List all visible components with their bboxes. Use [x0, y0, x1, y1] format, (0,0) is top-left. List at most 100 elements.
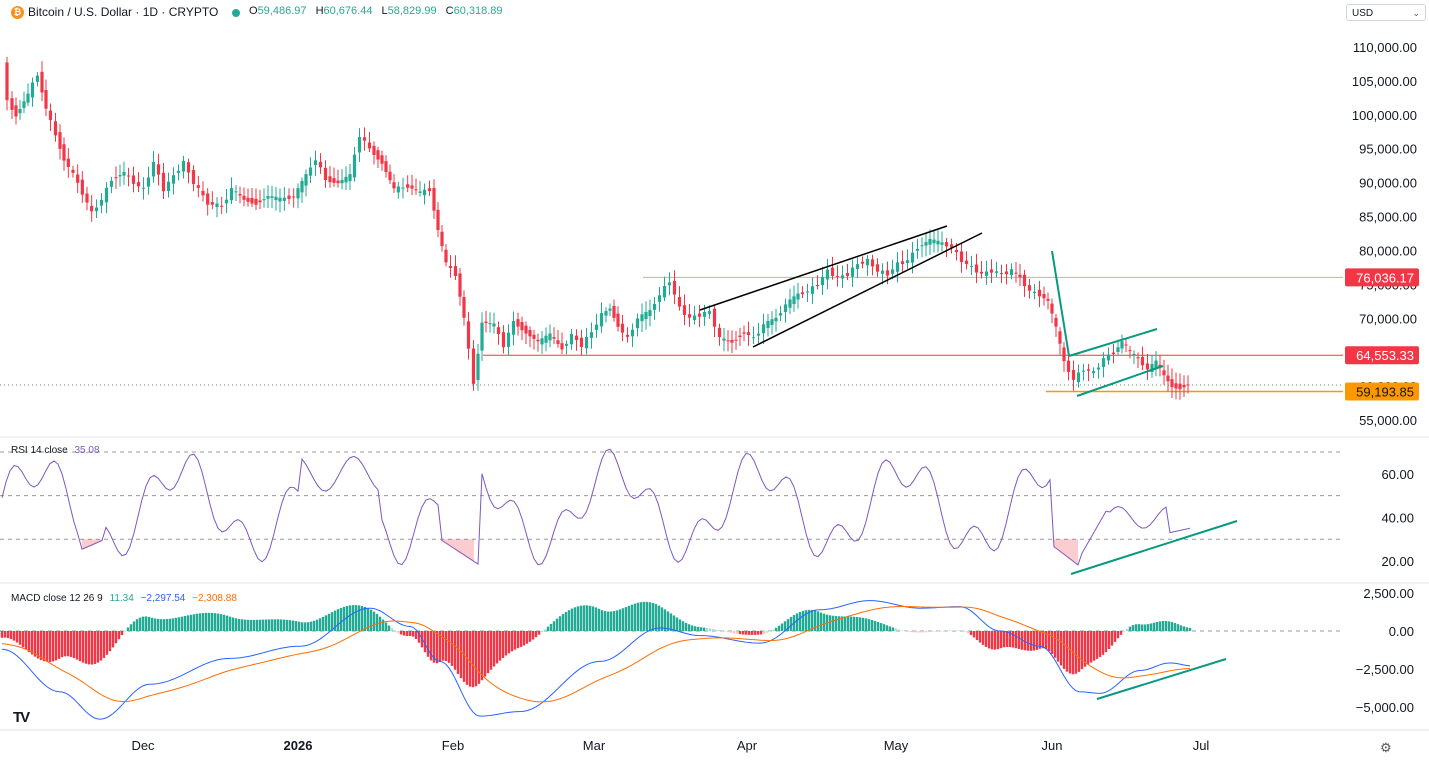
candle-body [1136, 357, 1140, 359]
macd-histogram-bar [543, 629, 547, 631]
macd-histogram-bar [867, 619, 871, 631]
macd-histogram-bar [843, 616, 847, 631]
macd-histogram-bar [786, 619, 790, 631]
candle-body [274, 196, 278, 201]
macd-histogram-bar [156, 618, 160, 631]
macd-histogram-bar [990, 631, 994, 650]
gear-icon[interactable]: ⚙ [1380, 740, 1392, 755]
macd-histogram-bar [159, 619, 163, 631]
macd-histogram-bar [546, 626, 550, 631]
macd-histogram-bar [984, 631, 988, 647]
macd-histogram-bar [513, 631, 517, 650]
macd-histogram-bar [96, 631, 100, 663]
candle-body [304, 174, 308, 186]
rising-wedge-drawing[interactable] [699, 225, 983, 348]
candle-body [880, 270, 885, 274]
rsi-divergence-line[interactable] [1070, 520, 1238, 575]
candle-body [215, 203, 219, 208]
macd-histogram-bar [60, 631, 64, 658]
macd-histogram-bar [126, 627, 130, 631]
candle-body [1037, 289, 1042, 297]
macd-histogram-bar [264, 619, 268, 631]
macd-histogram-bar [303, 622, 307, 631]
macd-histogram-bar [813, 610, 817, 631]
time-axis[interactable]: Dec 2026 Feb Mar Apr May Jun Jul [131, 738, 1209, 753]
candle-body [278, 197, 282, 202]
price-tick-label: 55,000.00 [1359, 413, 1417, 428]
candle-body [994, 271, 999, 273]
macd-histogram-bar [996, 631, 1000, 650]
macd-histogram-bar [819, 612, 823, 631]
macd-histogram-bar [468, 631, 472, 687]
candle-body [835, 275, 840, 277]
macd-histogram-bar [273, 619, 277, 631]
candle-body [396, 186, 400, 193]
macd-histogram-bar [399, 631, 403, 635]
macd-histogram-bar [381, 619, 385, 631]
macd-histogram-bar [1182, 626, 1186, 631]
macd-histogram-bar [237, 618, 241, 631]
macd-histogram-bar [276, 619, 280, 631]
macd-histogram-bar [816, 611, 820, 631]
candle-body [62, 144, 66, 161]
macd-histogram-bar [1026, 631, 1030, 651]
candle-body [885, 270, 890, 276]
macd-pane[interactable]: 2,500.00 0.00 −2,500.00 −5,000.00 [0, 586, 1414, 720]
currency-select[interactable]: USD ⌄ [1346, 4, 1426, 21]
candle-body [1027, 285, 1032, 291]
macd-histogram-bar [162, 619, 166, 631]
candle-body [805, 291, 810, 293]
candle-body [1186, 384, 1190, 386]
macd-histogram-bar [516, 631, 520, 649]
candle-body [944, 242, 949, 247]
candle-body [756, 333, 761, 336]
macd-histogram-bar [636, 602, 640, 631]
macd-histogram-bar [930, 631, 934, 632]
candle-body [372, 145, 376, 155]
macd-histogram-bar [396, 631, 400, 633]
candle-body [181, 160, 186, 172]
macd-histogram-bar [1116, 631, 1120, 639]
macd-histogram-bar [243, 619, 247, 631]
macd-histogram-bar [672, 615, 676, 631]
macd-histogram-bar [789, 616, 793, 631]
tradingview-logo-icon[interactable]: TV [13, 709, 30, 726]
macd-histogram-bar [645, 601, 649, 631]
bear-flag-drawing[interactable] [1051, 250, 1164, 397]
macd-histogram-bar [999, 631, 1003, 649]
candle-body [608, 308, 612, 311]
macd-histogram-bar [1119, 631, 1123, 635]
candle-body [845, 272, 850, 276]
candle-body [18, 109, 22, 114]
candle-body [270, 196, 274, 198]
macd-histogram-bar [54, 631, 58, 661]
candle-body [44, 90, 48, 109]
macd-histogram-bar [753, 631, 757, 635]
macd-title[interactable]: MACD close 12 26 9 11.34 −2,297.54 −2,30… [11, 593, 237, 604]
macd-histogram-bar [951, 630, 955, 632]
price-axis[interactable]: 110,000.00 105,000.00 100,000.00 95,000.00 9… [1352, 40, 1417, 428]
candle-body [254, 198, 258, 205]
candle-body [466, 321, 471, 349]
candle-body [932, 239, 936, 244]
macd-histogram-bar [378, 616, 382, 631]
symbol-title[interactable]: Bitcoin / U.S. Dollar · 1D · CRYPTO [28, 5, 219, 19]
candle-body [662, 285, 667, 298]
candle-body [778, 313, 783, 316]
macd-divergence-line[interactable] [1096, 658, 1227, 700]
candle-body [287, 195, 291, 200]
macd-histogram-bar [225, 615, 229, 631]
candle-body [122, 171, 126, 176]
macd-histogram-bar [642, 601, 646, 631]
candle-body [895, 262, 900, 272]
rsi-title[interactable]: RSI 14 close 35.08 [11, 445, 100, 456]
candle-body [717, 327, 722, 338]
rsi-pane[interactable]: 60.00 40.00 20.00 [0, 448, 1414, 569]
candle-body [712, 308, 717, 327]
macd-histogram-bar [408, 631, 412, 637]
macd-histogram-bar [99, 631, 103, 661]
macd-histogram-bar [888, 626, 892, 631]
candle-body [1120, 341, 1124, 349]
macd-histogram-bar [432, 631, 436, 663]
